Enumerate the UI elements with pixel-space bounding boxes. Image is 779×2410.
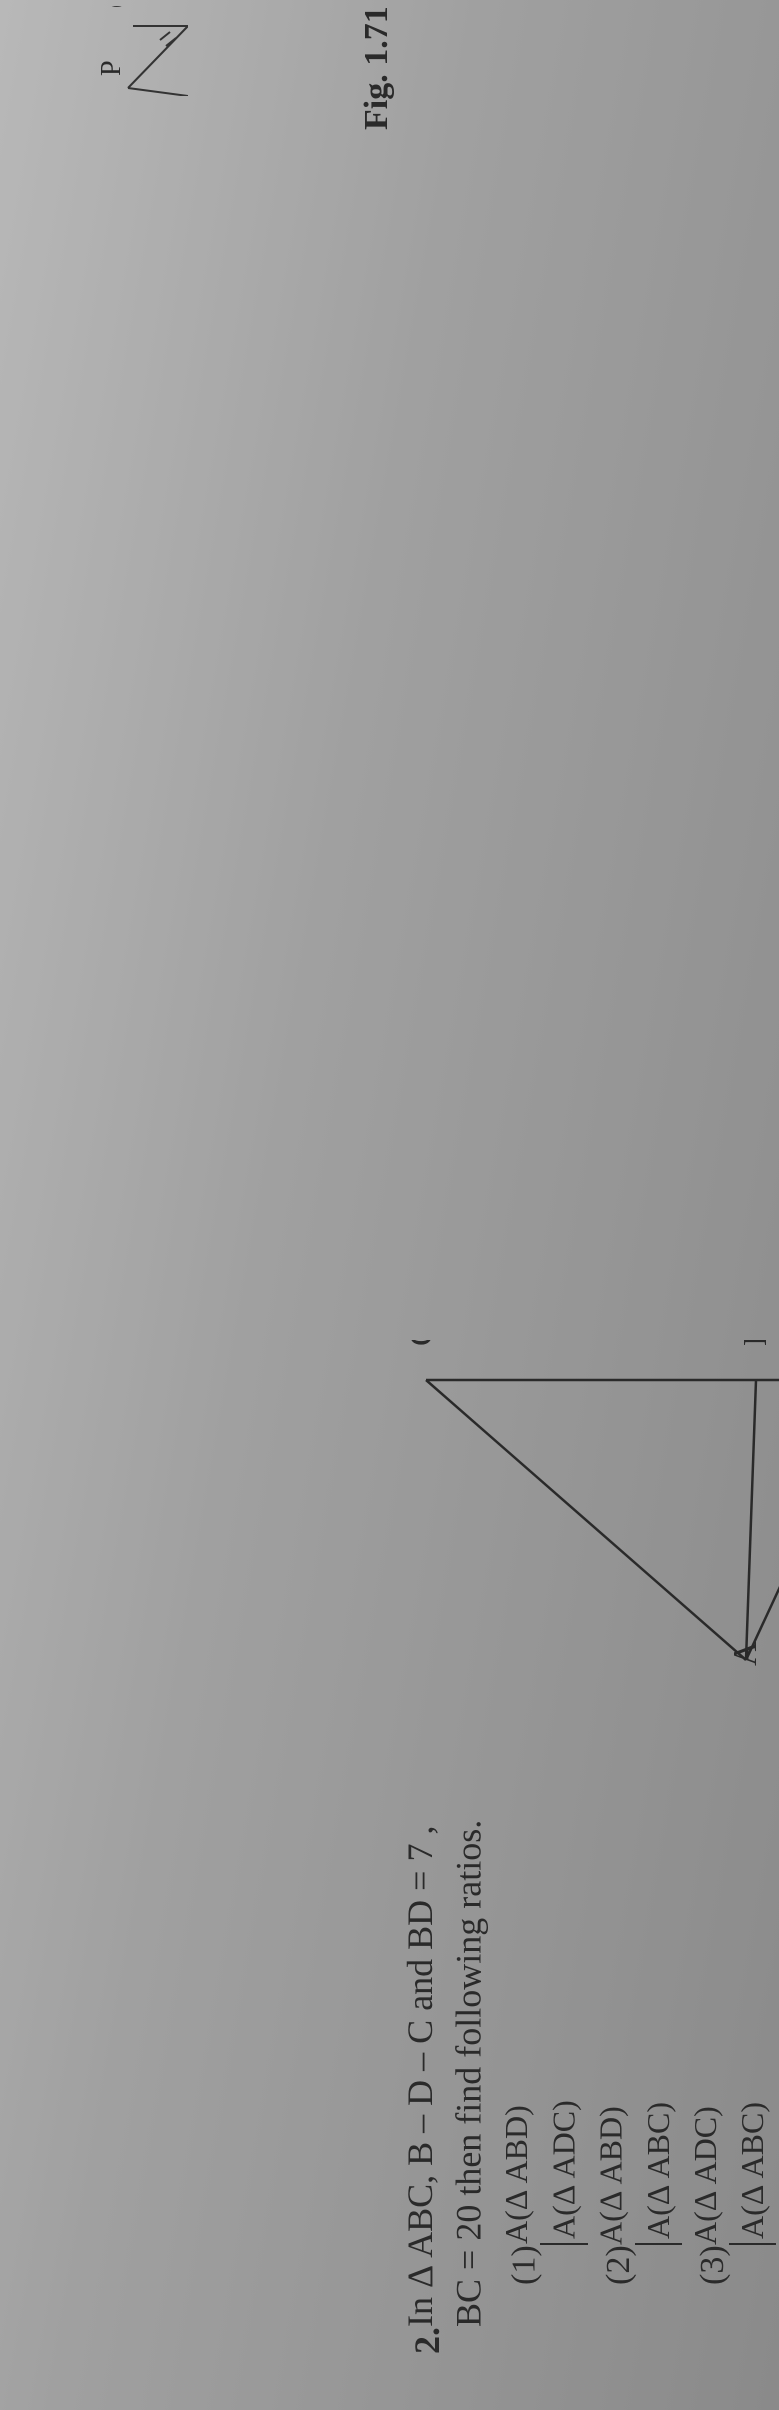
ratio-1-fraction: A(Δ ABD) A(Δ ADC): [493, 2101, 587, 2246]
triangle-figure: ABDC Fig. 1.72: [396, 1340, 779, 1680]
ratio-list: (1) A(Δ ABD) A(Δ ADC) (2) A(Δ ABD) A(Δ A…: [493, 1820, 776, 2309]
ratio-2-denominator: A(Δ ABC): [635, 2102, 682, 2245]
ratio-1-denominator: A(Δ ADC): [540, 2101, 587, 2246]
ratio-2-numerator: A(Δ ABD): [588, 2102, 635, 2245]
svg-text:P: P: [96, 60, 127, 76]
ratio-3-number: (3): [694, 2245, 764, 2285]
ratio-2-number: (2): [600, 2245, 670, 2285]
fig-1-71-text: Fig. 1.71: [358, 6, 395, 130]
ratio-3-numerator: A(Δ ADC): [682, 2102, 729, 2245]
ratio-1-numerator: A(Δ ABD): [493, 2102, 540, 2245]
triangle-svg: ABDC: [396, 1340, 779, 1680]
ratio-2-fraction: A(Δ ABD) A(Δ ABC): [588, 2102, 682, 2245]
svg-text:D: D: [737, 1340, 774, 1346]
ratio-item-3: (3) A(Δ ADC) A(Δ ABC): [682, 1820, 776, 2285]
fig-1-71-caption: Fig. 1.71: [188, 6, 396, 2384]
question-line-1: In Δ ABC, B – D – C and BD = 7 ,: [396, 1820, 445, 2327]
corner-triangle-svg: PQ: [28, 6, 188, 96]
page: PQ Fig. 1.71 2. In Δ ABC, B – D – C and …: [0, 0, 779, 2410]
ratio-3-fraction: A(Δ ADC) A(Δ ABC): [682, 2102, 776, 2245]
ratio-1-number: (1): [505, 2245, 575, 2285]
svg-text:C: C: [403, 1340, 440, 1346]
ratio-item-1: (1) A(Δ ABD) A(Δ ADC): [493, 1820, 587, 2285]
corner-figure: PQ: [28, 6, 188, 2404]
content-area: PQ Fig. 1.71 2. In Δ ABC, B – D – C and …: [28, 6, 767, 2404]
question-body: In Δ ABC, B – D – C and BD = 7 , BC = 20…: [396, 1820, 776, 2327]
question-row: 2. In Δ ABC, B – D – C and BD = 7 , BC =…: [396, 6, 779, 2354]
question-line-2: BC = 20 then find following ratios.: [445, 1820, 494, 2327]
svg-text:A: A: [727, 1641, 764, 1666]
ratio-3-denominator: A(Δ ABC): [729, 2102, 776, 2245]
ratio-item-2: (2) A(Δ ABD) A(Δ ABC): [588, 1820, 682, 2285]
question-number: 2.: [406, 2327, 448, 2354]
svg-text:Q: Q: [102, 6, 133, 8]
